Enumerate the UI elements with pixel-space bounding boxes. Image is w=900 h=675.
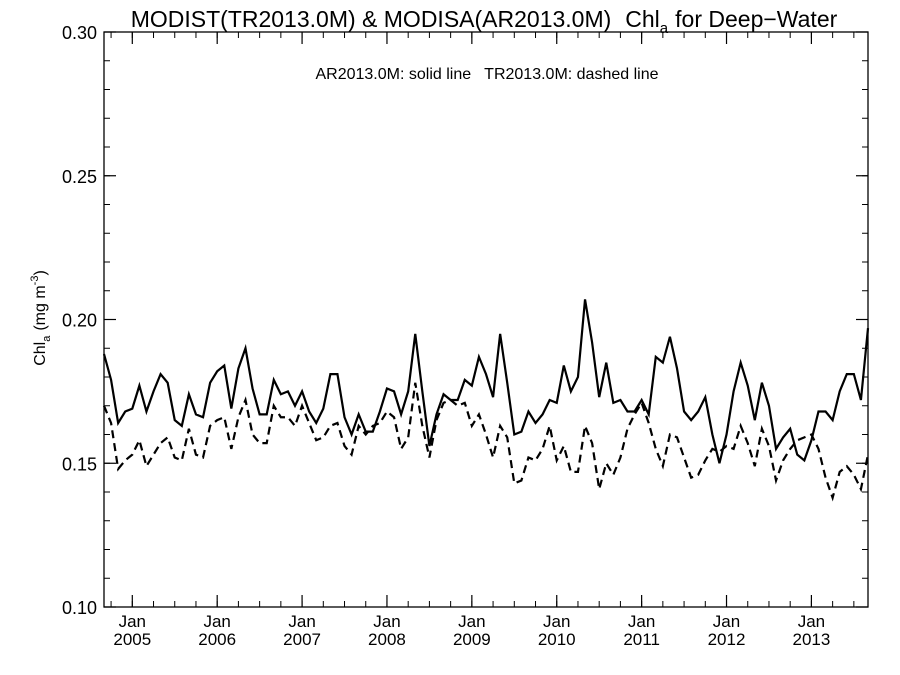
x-tick-year-label: 2012 xyxy=(708,630,746,649)
chart-title: MODIST(TR2013.0M) & MODISA(AR2013.0M) Chl… xyxy=(131,6,838,37)
x-tick-year-label: 2006 xyxy=(198,630,236,649)
x-tick-year-label: 2009 xyxy=(453,630,491,649)
x-tick-month-label: Jan xyxy=(713,612,740,631)
x-tick-month-label: Jan xyxy=(119,612,146,631)
x-tick-year-label: 2013 xyxy=(792,630,830,649)
y-axis-label-unit-superscript: -3 xyxy=(29,276,41,286)
y-tick-label: 0.30 xyxy=(62,23,97,43)
chart-title-suffix: for Deep−Water xyxy=(675,6,837,32)
y-axis-label-unit: (mg m xyxy=(32,285,49,330)
x-tick-year-label: 2007 xyxy=(283,630,321,649)
chart-title-chl: Chl xyxy=(625,6,660,32)
y-tick-label: 0.25 xyxy=(62,167,97,187)
series-line-tr2013-0m xyxy=(102,382,870,502)
y-axis-label-chl: Chl xyxy=(32,342,49,366)
x-tick-month-label: Jan xyxy=(288,612,315,631)
y-tick-label: 0.20 xyxy=(62,311,97,331)
chart-title-main: MODIST(TR2013.0M) & MODISA(AR2013.0M) xyxy=(131,6,612,32)
x-tick-month-label: Jan xyxy=(373,612,400,631)
y-axis-label-chl-subscript: a xyxy=(41,335,53,342)
x-tick-month-label: Jan xyxy=(458,612,485,631)
plot-frame xyxy=(103,31,869,608)
y-axis: 0.10 0.15 0.20 0.25 0.30 xyxy=(62,23,868,618)
x-tick-month-label: Jan xyxy=(798,612,825,631)
series-line-ar2013-0m xyxy=(102,299,870,464)
x-tick-month-label: Jan xyxy=(203,612,230,631)
x-tick-year-label: 2010 xyxy=(538,630,576,649)
x-tick-month-label: Jan xyxy=(543,612,570,631)
x-tick-year-label: 2005 xyxy=(113,630,151,649)
x-tick-year-label: 2008 xyxy=(368,630,406,649)
y-tick-label: 0.10 xyxy=(62,598,97,618)
line-style-annotation: AR2013.0M: solid line TR2013.0M: dashed … xyxy=(315,66,658,83)
y-axis-label: Chla (mg m-3) xyxy=(29,270,53,366)
x-tick-year-label: 2011 xyxy=(623,630,660,649)
x-tick-month-label: Jan xyxy=(628,612,655,631)
x-axis: Jan2005Jan2006Jan2007Jan2008Jan2009Jan20… xyxy=(110,32,855,649)
chart-title-chl-subscript: a xyxy=(660,20,669,37)
y-tick-label: 0.15 xyxy=(62,454,97,474)
series-layer xyxy=(102,299,870,502)
y-axis-label-close: ) xyxy=(32,270,49,275)
